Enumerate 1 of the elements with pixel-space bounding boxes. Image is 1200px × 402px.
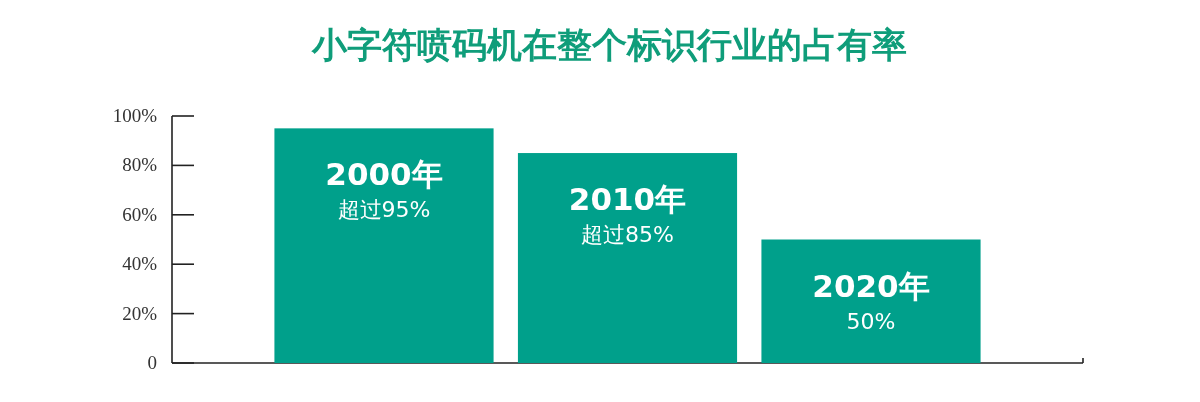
title: 小字符喷码机在整个标识行业的占有率 bbox=[311, 25, 907, 65]
